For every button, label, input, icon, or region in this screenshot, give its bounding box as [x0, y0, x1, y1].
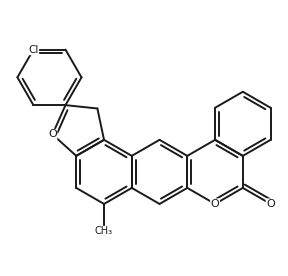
Text: O: O — [211, 199, 219, 209]
Text: Cl: Cl — [28, 45, 39, 55]
Text: O: O — [266, 199, 275, 209]
Text: CH₃: CH₃ — [95, 226, 113, 236]
Text: O: O — [48, 129, 57, 139]
